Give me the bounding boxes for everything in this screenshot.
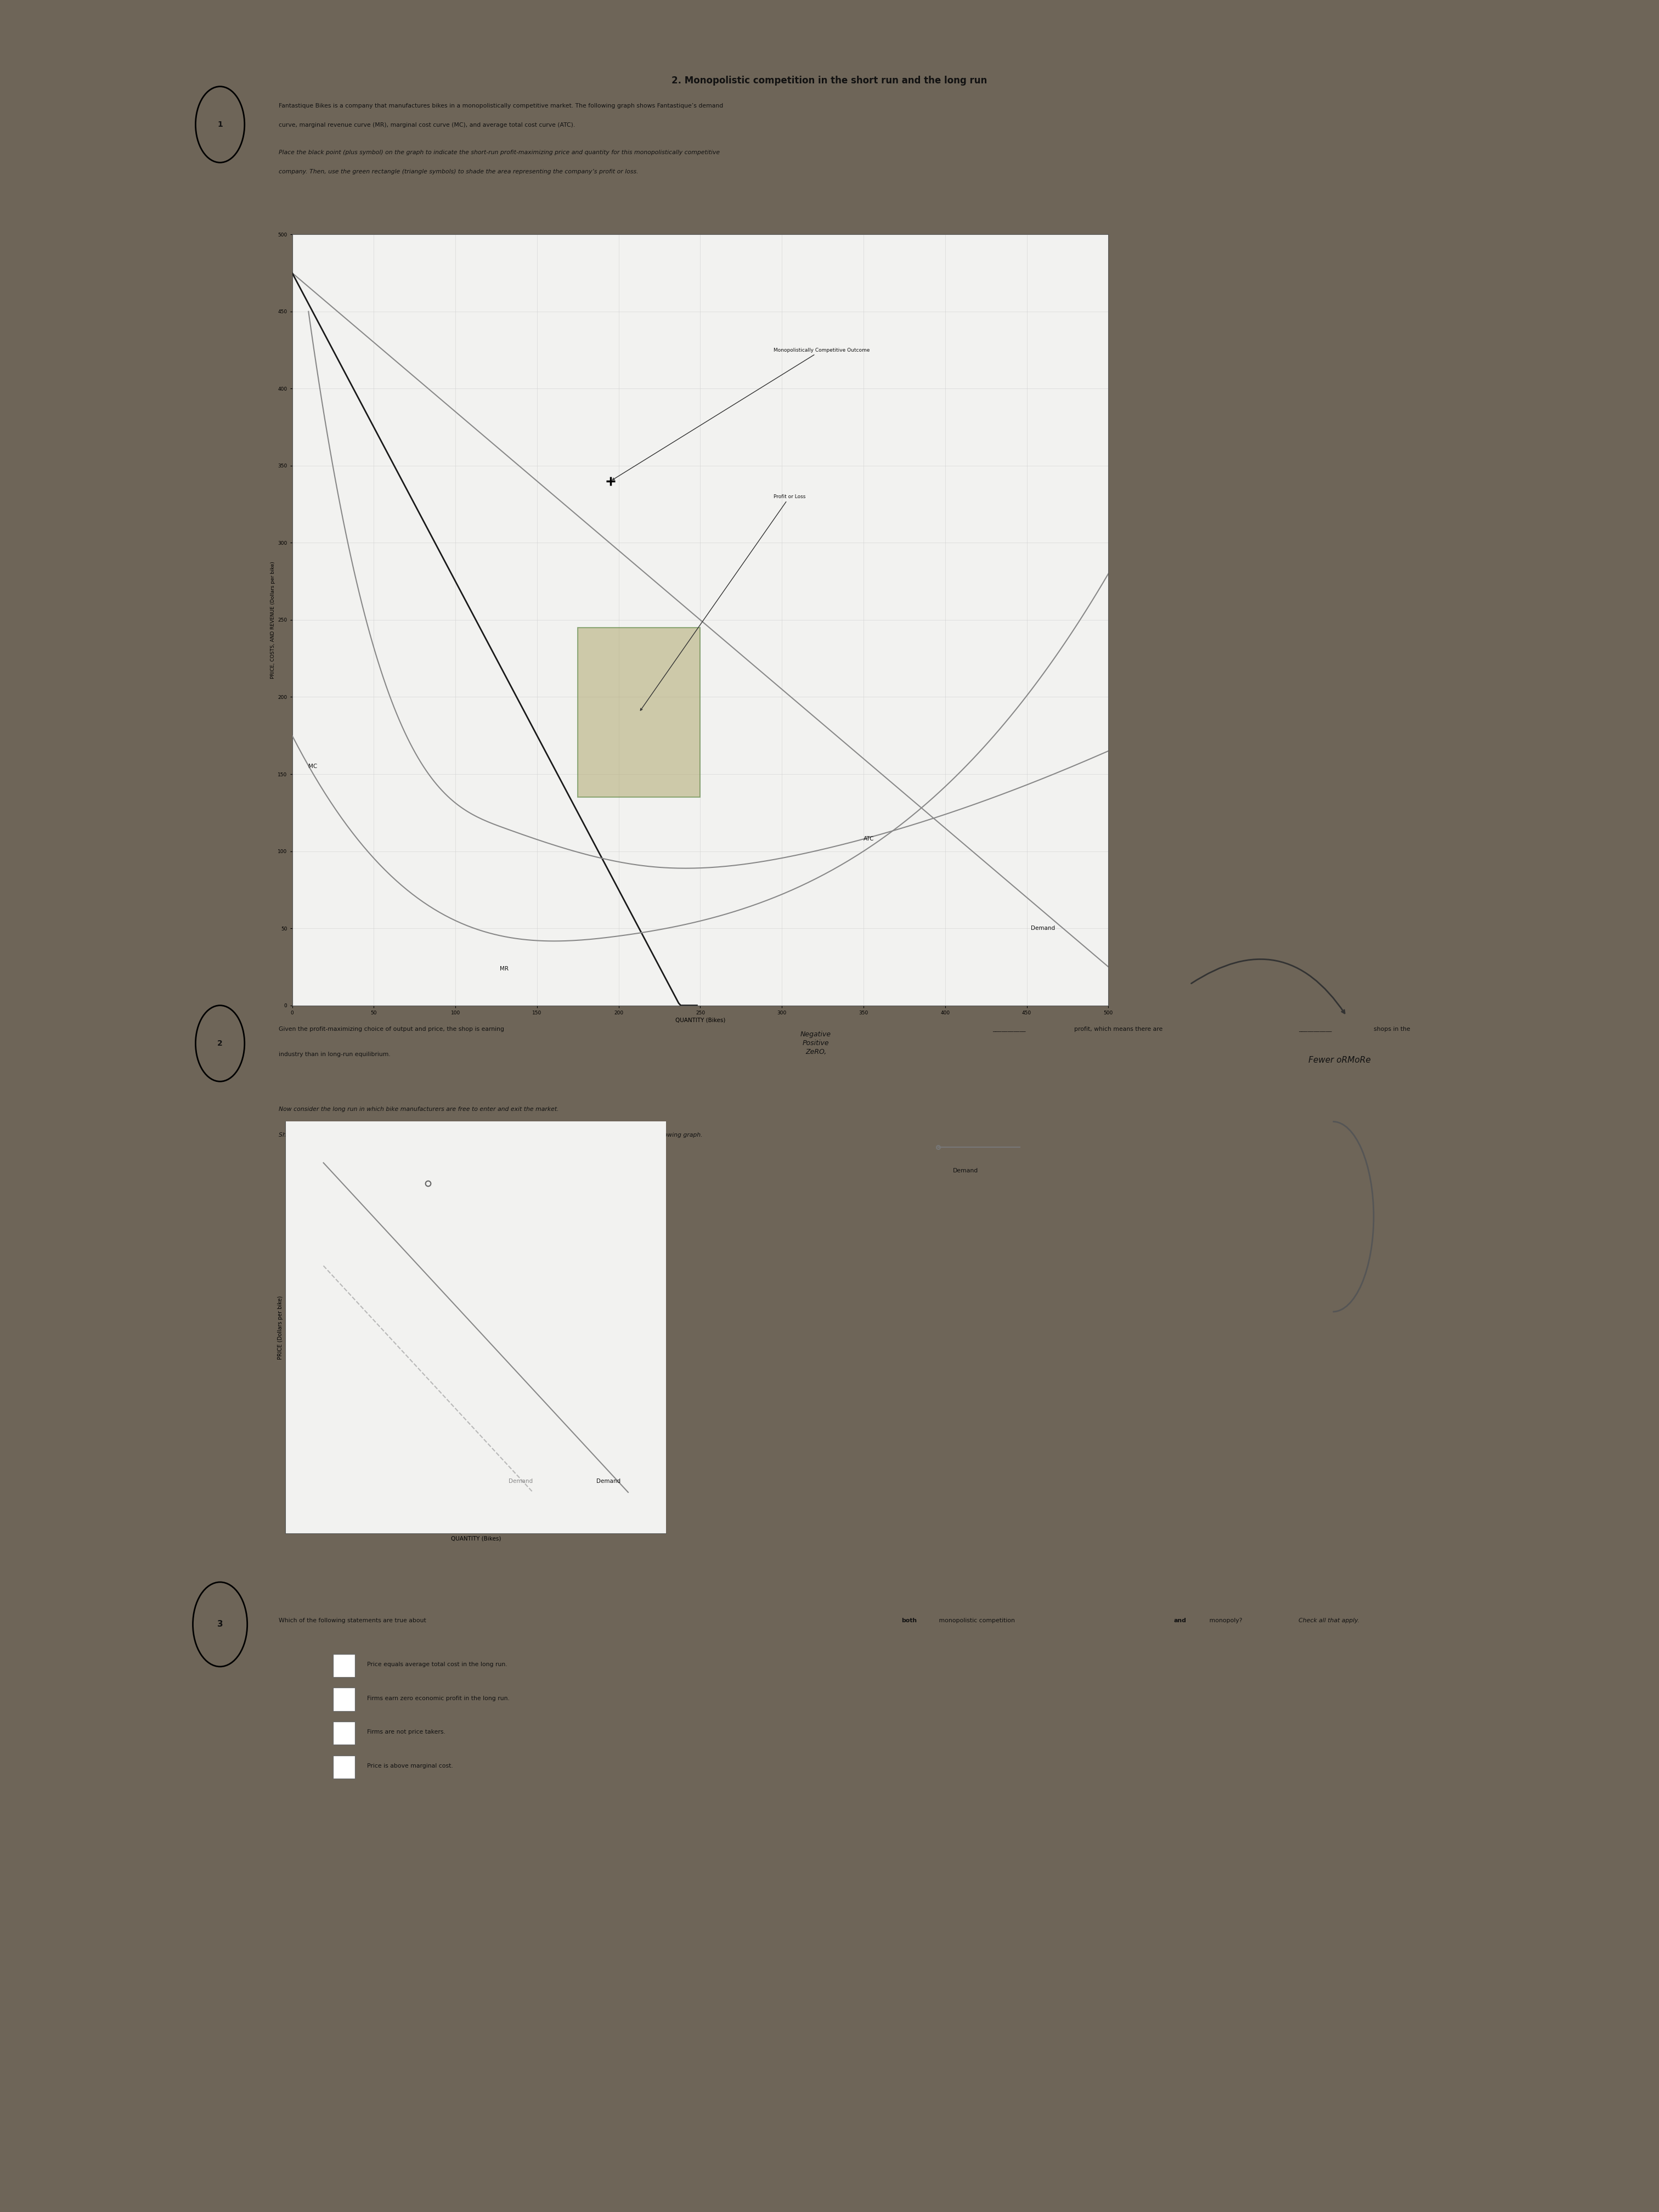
Text: Place the black point (plus symbol) on the graph to indicate the short-run profi: Place the black point (plus symbol) on t… [279, 150, 720, 155]
Text: Fantastique Bikes is a company that manufactures bikes in a monopolistically com: Fantastique Bikes is a company that manu… [279, 104, 723, 108]
Text: shops in the: shops in the [1374, 1026, 1410, 1033]
Text: industry than in long-run equilibrium.: industry than in long-run equilibrium. [279, 1053, 390, 1057]
Text: Price is above marginal cost.: Price is above marginal cost. [367, 1763, 453, 1770]
Text: Firms earn zero economic profit in the long run.: Firms earn zero economic profit in the l… [367, 1697, 509, 1701]
Y-axis label: PRICE, COSTS, AND REVENUE (Dollars per bike): PRICE, COSTS, AND REVENUE (Dollars per b… [270, 562, 275, 679]
Text: ATC: ATC [863, 836, 874, 841]
Text: 2. Monopolistic competition in the short run and the long run: 2. Monopolistic competition in the short… [672, 75, 987, 86]
FancyBboxPatch shape [333, 1721, 355, 1745]
Text: Now consider the long run in which bike manufacturers are free to enter and exit: Now consider the long run in which bike … [279, 1106, 559, 1113]
FancyBboxPatch shape [333, 1688, 355, 1710]
Text: 1: 1 [217, 122, 222, 128]
FancyBboxPatch shape [333, 1655, 355, 1677]
Text: Which of the following statements are true about: Which of the following statements are tr… [279, 1617, 428, 1624]
Text: Price equals average total cost in the long run.: Price equals average total cost in the l… [367, 1661, 508, 1668]
X-axis label: QUANTITY (Bikes): QUANTITY (Bikes) [675, 1018, 725, 1024]
Text: profit, which means there are: profit, which means there are [1075, 1026, 1163, 1033]
Text: Demand: Demand [596, 1478, 620, 1484]
Text: curve, marginal revenue curve (MR), marginal cost curve (MC), and average total : curve, marginal revenue curve (MR), marg… [279, 122, 576, 128]
Text: 2: 2 [217, 1040, 222, 1046]
FancyBboxPatch shape [333, 1756, 355, 1778]
Text: monopolistic competition: monopolistic competition [937, 1617, 1017, 1624]
Y-axis label: PRICE (Dollars per bike): PRICE (Dollars per bike) [277, 1296, 284, 1360]
Text: 3: 3 [217, 1619, 222, 1628]
Text: Profit or Loss: Profit or Loss [640, 493, 806, 710]
Text: Demand: Demand [509, 1478, 533, 1484]
Text: both: both [901, 1617, 917, 1624]
Text: company. Then, use the green rectangle (triangle symbols) to shade the area repr: company. Then, use the green rectangle (… [279, 168, 639, 175]
Text: Check all that apply.: Check all that apply. [1299, 1617, 1360, 1624]
Text: Demand: Demand [952, 1168, 979, 1175]
Text: ___________: ___________ [1299, 1026, 1332, 1033]
Text: Firms are not price takers.: Firms are not price takers. [367, 1730, 445, 1734]
Text: and: and [1173, 1617, 1186, 1624]
Text: MC: MC [309, 763, 317, 770]
Text: MR: MR [499, 967, 509, 971]
Bar [577, 628, 700, 796]
Text: Demand: Demand [1030, 925, 1055, 931]
Text: Show the possible effect of easy entry and exit by shifting the demand curve for: Show the possible effect of easy entry a… [279, 1133, 702, 1137]
Text: Fewer oRMoRe: Fewer oRMoRe [1309, 1055, 1370, 1064]
Text: Given the profit-maximizing choice of output and price, the shop is earning: Given the profit-maximizing choice of ou… [279, 1026, 504, 1033]
Text: Monopolistically Competitive Outcome: Monopolistically Competitive Outcome [612, 347, 869, 480]
X-axis label: QUANTITY (Bikes): QUANTITY (Bikes) [451, 1535, 501, 1542]
Text: Negative
Positive
ZeRO,: Negative Positive ZeRO, [801, 1031, 831, 1055]
Text: ___________: ___________ [992, 1026, 1025, 1033]
Text: monopoly?: monopoly? [1208, 1617, 1244, 1624]
